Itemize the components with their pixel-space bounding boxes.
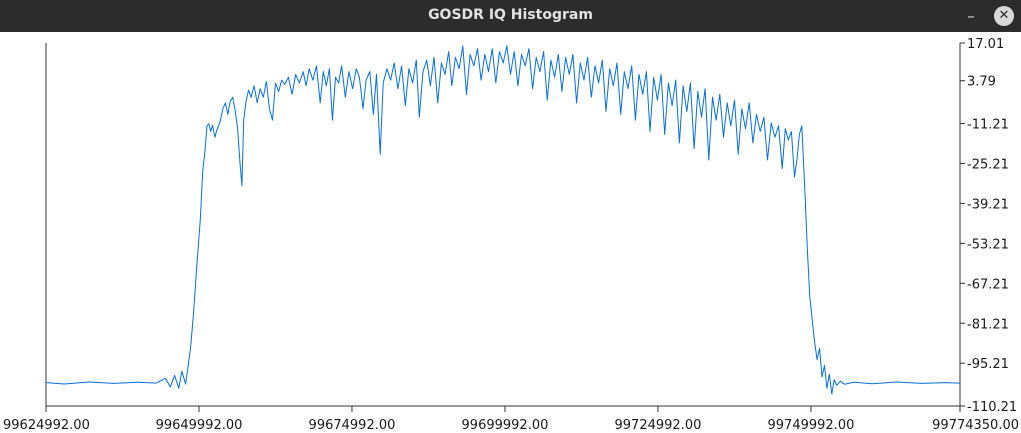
y-tick-label: -25.21 bbox=[967, 157, 1009, 172]
minimize-button[interactable]: – bbox=[967, 7, 975, 25]
close-button[interactable]: ✕ bbox=[994, 6, 1014, 26]
y-tick-label: -39.21 bbox=[967, 197, 1009, 212]
y-tick-label: -67.21 bbox=[967, 277, 1009, 292]
x-tick-label: 99649992.00 bbox=[156, 418, 243, 433]
x-tick-label: 99699992.00 bbox=[462, 418, 549, 433]
x-tick-label: 99724992.00 bbox=[615, 418, 702, 433]
x-tick-label: 99774350.00 bbox=[932, 418, 1019, 433]
y-tick-label: -11.21 bbox=[967, 118, 1009, 133]
x-tick-label: 99749992.00 bbox=[768, 418, 855, 433]
histogram-plot-area: 17.01 3.79 -11.21 -25.21 -39.21 -53.21 -67.21 -… bbox=[0, 32, 1021, 433]
x-tick-label: 99624992.00 bbox=[3, 418, 90, 433]
y-tick-label: -95.21 bbox=[967, 357, 1009, 372]
y-tick-label: -53.21 bbox=[967, 237, 1009, 252]
window-title: GOSDR IQ Histogram bbox=[428, 7, 593, 23]
y-tick-label: 3.79 bbox=[967, 75, 996, 90]
y-tick-label: -110.21 bbox=[967, 400, 1017, 415]
y-tick-label: -81.21 bbox=[967, 317, 1009, 332]
x-tick-label: 99674992.00 bbox=[309, 418, 396, 433]
histogram-chart: 17.01 3.79 -11.21 -25.21 -39.21 -53.21 -67.21 -… bbox=[3, 37, 1019, 433]
y-tick-label: 17.01 bbox=[967, 37, 1004, 52]
series-line-0 bbox=[45, 45, 961, 395]
window-titlebar[interactable]: GOSDR IQ Histogram – ✕ bbox=[0, 0, 1021, 32]
